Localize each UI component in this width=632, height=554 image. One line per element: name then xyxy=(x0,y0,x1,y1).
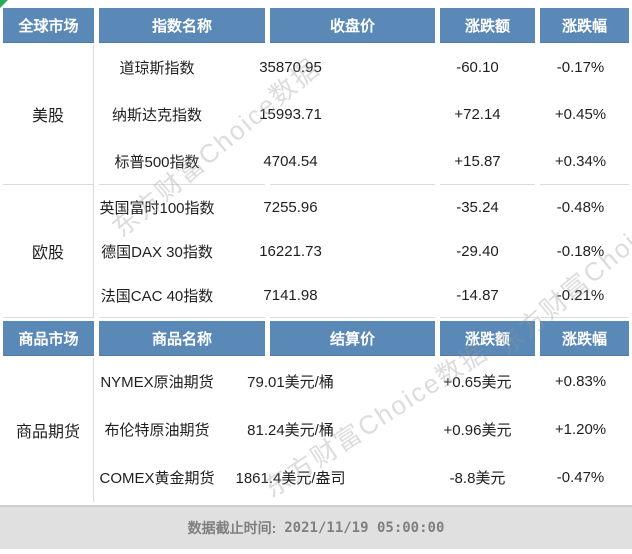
data-cutoff-timestamp: 2021/11/19 05:00:00 xyxy=(284,519,445,536)
market-group-label: 欧股 xyxy=(3,185,94,318)
global-market-header-row: 全球市场 指数名称 收盘价 涨跌额 涨跌幅 xyxy=(3,8,629,43)
commodity-name-cell: COMEX黄金期货 xyxy=(99,470,215,488)
footer-bar: 数据截止时间: 2021/11/19 05:00:00 xyxy=(0,504,632,549)
index-name-cell: 德国DAX 30指数 xyxy=(101,243,213,261)
close-price-cell: 7255.96 xyxy=(263,198,318,216)
change-cell: +15.87 xyxy=(440,138,535,185)
pct-change-cell: -0.18% xyxy=(556,242,605,260)
market-group-label: 美股 xyxy=(3,44,94,185)
close-price-cell: 15993.71 xyxy=(259,106,322,123)
excel-corner-marker-icon xyxy=(0,0,8,8)
settle-price-cell: 81.24美元/桶 xyxy=(247,422,334,440)
index-name-cell: 法国CAC 40指数 xyxy=(99,274,265,318)
change-cell: +0.96美元 xyxy=(443,422,512,440)
change-cell: -29.40 xyxy=(456,242,499,260)
pct-change-cell: +0.45% xyxy=(554,106,607,123)
data-cutoff-label: 数据截止时间: xyxy=(187,519,277,536)
index-name-cell: 标普500指数 xyxy=(99,138,265,185)
pct-change-cell: +0.83% xyxy=(554,373,607,391)
table-area: 全球市场 指数名称 收盘价 涨跌额 涨跌幅 美股 道琼斯指数 35870.95 … xyxy=(3,8,629,502)
pct-change-cell: -0.17% xyxy=(556,59,605,76)
header-cell-pct: 涨跌幅 xyxy=(540,320,629,356)
close-price-cell: 35870.95 xyxy=(259,59,322,76)
change-cell: +72.14 xyxy=(454,106,501,123)
header-cell-change: 涨跌额 xyxy=(440,8,535,43)
pct-change-cell: -0.21% xyxy=(540,274,629,318)
commodity-name-cell: 布伦特原油期货 xyxy=(104,422,210,440)
header-cell-change: 涨跌额 xyxy=(440,320,535,356)
section-commodity-futures: 商品期货 NYMEX原油期货 79.01美元/桶 +0.65美元 +0.83% … xyxy=(3,357,629,502)
header-cell-market: 商品市场 xyxy=(3,320,94,356)
pct-change-cell: +1.20% xyxy=(554,421,607,439)
commodity-market-header-row: 商品市场 商品名称 结算价 涨跌额 涨跌幅 xyxy=(3,320,629,356)
close-price-cell: 7141.98 xyxy=(263,274,435,318)
change-cell: +0.65美元 xyxy=(443,374,512,392)
pct-change-cell: -0.47% xyxy=(556,469,605,487)
header-cell-market: 全球市场 xyxy=(3,8,94,43)
pct-change-cell: +0.34% xyxy=(540,138,629,185)
index-name-cell: 英国富时100指数 xyxy=(99,199,215,217)
section-eu-stocks: 欧股 英国富时100指数 7255.96 -35.24 -0.48% 德国DAX… xyxy=(3,185,629,318)
change-cell: -60.10 xyxy=(456,59,499,76)
change-cell: -14.87 xyxy=(440,274,535,318)
change-cell: -35.24 xyxy=(456,198,499,216)
pct-change-cell: -0.48% xyxy=(556,198,605,216)
header-cell-name: 指数名称 xyxy=(99,8,265,43)
header-cell-name: 商品名称 xyxy=(99,320,265,356)
change-cell: -8.8美元 xyxy=(449,470,506,488)
header-cell-settle: 结算价 xyxy=(270,320,435,356)
close-price-cell: 16221.73 xyxy=(259,242,322,260)
section-us-stocks: 美股 道琼斯指数 35870.95 -60.10 -0.17% 纳斯达克指数 1… xyxy=(3,44,629,185)
market-group-label: 商品期货 xyxy=(3,357,94,502)
header-cell-pct: 涨跌幅 xyxy=(540,8,629,43)
settle-price-cell: 1861.4美元/盎司 xyxy=(235,470,346,488)
close-price-cell: 4704.54 xyxy=(263,138,435,185)
header-cell-close: 收盘价 xyxy=(270,8,435,43)
index-name-cell: 纳斯达克指数 xyxy=(111,107,202,124)
index-name-cell: 道琼斯指数 xyxy=(119,60,195,77)
settle-price-cell: 79.01美元/桶 xyxy=(247,374,334,392)
commodity-name-cell: NYMEX原油期货 xyxy=(100,374,214,392)
